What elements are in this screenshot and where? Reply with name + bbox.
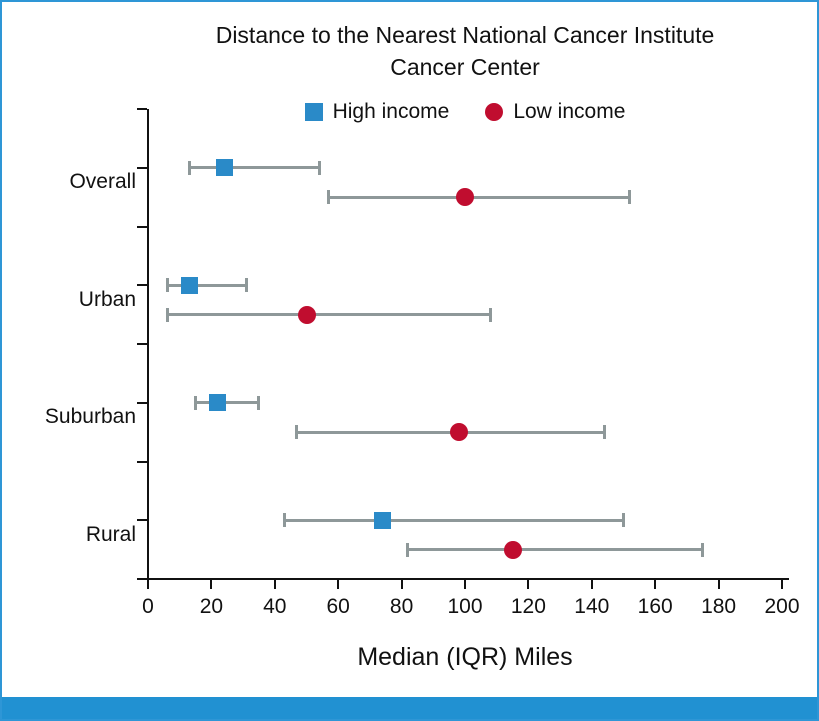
y-axis-tick (137, 343, 147, 345)
x-tick-label-160: 160 (637, 595, 673, 618)
chart-title-line1: Distance to the Nearest National Cancer … (215, 22, 715, 48)
x-axis-tick (717, 580, 720, 589)
x-tick-label-20: 20 (199, 595, 224, 618)
y-axis-tick (137, 225, 147, 228)
y-axis-tick (137, 284, 147, 287)
iqr-bar-low-income-rural (407, 548, 703, 552)
iqr-bar-high-income-urban (167, 283, 247, 287)
y-axis-tick (137, 519, 147, 522)
legend: High income Low income (148, 100, 782, 124)
x-tick-label-180: 180 (701, 595, 737, 618)
x-axis-line (146, 578, 789, 580)
chart-title-line2: Cancer Center (390, 54, 540, 80)
x-axis-tick (400, 580, 403, 589)
iqr-cap-high-low-income-suburban (602, 425, 606, 440)
category-label-rural: Rural (85, 522, 136, 546)
iqr-cap-low-high-income-rural (282, 513, 286, 528)
y-axis-tick (137, 108, 147, 110)
median-marker-low-income-suburban (449, 423, 468, 442)
x-tick-label-0: 0 (142, 595, 154, 618)
legend-label-low-income: Low income (513, 100, 626, 123)
iqr-cap-low-low-income-suburban (295, 425, 299, 440)
median-marker-high-income-overall (215, 159, 233, 177)
x-tick-label-60: 60 (326, 595, 350, 618)
x-axis-tick (527, 580, 530, 589)
category-label-urban: Urban (78, 287, 136, 311)
x-tick-label-80: 80 (389, 595, 414, 618)
x-axis-tick (590, 580, 593, 589)
median-marker-high-income-urban (180, 276, 198, 294)
iqr-cap-low-low-income-urban (165, 307, 169, 322)
x-axis-tick (464, 580, 466, 589)
y-axis-tick (137, 401, 147, 404)
iqr-cap-high-low-income-rural (701, 542, 705, 557)
iqr-cap-low-low-income-rural (406, 542, 410, 557)
x-axis-tick (337, 580, 340, 589)
chart-title: Distance to the Nearest National Cancer … (148, 19, 782, 83)
iqr-cap-low-high-income-urban (165, 278, 169, 293)
x-tick-label-140: 140 (574, 595, 610, 618)
legend-label-high-income: High income (332, 100, 450, 123)
median-marker-high-income-suburban (209, 394, 227, 412)
iqr-cap-high-high-income-rural (622, 513, 625, 528)
legend-item-low-income: Low income (485, 100, 625, 124)
x-axis-label: Median (IQR) Miles (357, 643, 573, 671)
iqr-cap-high-low-income-overall (628, 190, 632, 205)
y-axis-tick (137, 460, 147, 463)
high-income-square-icon (304, 103, 323, 121)
x-tick-label-40: 40 (263, 595, 287, 618)
iqr-bar-high-income-suburban (195, 401, 259, 405)
iqr-bar-low-income-urban (167, 313, 491, 317)
y-axis-tick (137, 166, 147, 169)
legend-item-high-income: High income (304, 100, 450, 124)
x-tick-label-120: 120 (510, 595, 546, 618)
iqr-cap-high-high-income-suburban (257, 395, 261, 410)
x-axis-tick (210, 580, 213, 589)
median-marker-low-income-urban (297, 305, 316, 324)
iqr-bar-low-income-overall (328, 195, 630, 199)
iqr-cap-low-high-income-overall (187, 160, 191, 175)
iqr-cap-low-low-income-overall (327, 190, 331, 205)
iqr-cap-high-low-income-urban (488, 307, 492, 322)
median-marker-high-income-rural (374, 511, 392, 529)
x-axis-tick (273, 580, 276, 589)
median-marker-low-income-rural (503, 540, 522, 559)
x-axis-tick (654, 580, 657, 589)
iqr-bar-high-income-rural (284, 518, 624, 522)
iqr-cap-high-high-income-urban (244, 278, 248, 293)
low-income-circle-icon (485, 103, 504, 121)
category-label-suburban: Suburban (44, 405, 136, 429)
iqr-bar-high-income-overall (189, 166, 320, 170)
category-label-overall: Overall (69, 170, 136, 194)
x-tick-label-100: 100 (447, 595, 483, 618)
iqr-cap-low-high-income-suburban (194, 395, 198, 410)
iqr-cap-high-high-income-overall (317, 160, 321, 175)
y-axis-line (147, 109, 149, 581)
median-marker-low-income-overall (456, 188, 474, 207)
x-axis-tick (147, 580, 149, 589)
footer-bar (2, 697, 817, 719)
y-axis-tick (137, 578, 147, 580)
x-axis-tick (781, 580, 783, 589)
x-tick-label-200: 200 (764, 595, 800, 618)
